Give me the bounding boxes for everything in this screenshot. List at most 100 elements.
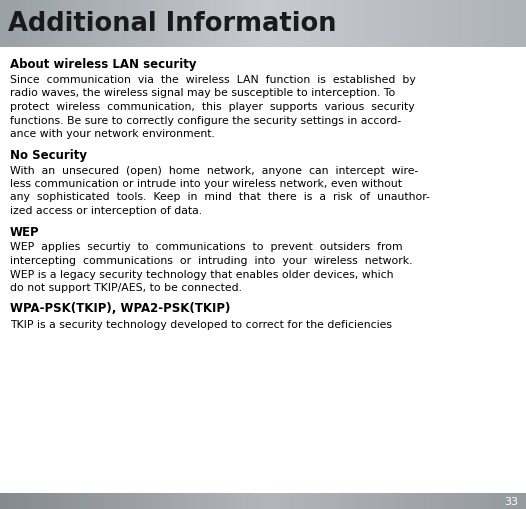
Bar [279,0,284,48]
Bar [63,493,68,509]
Bar [442,493,447,509]
Bar [100,493,105,509]
Bar [263,0,268,48]
Text: 33: 33 [504,496,518,506]
Bar [510,493,515,509]
Bar [32,493,37,509]
Bar [473,0,479,48]
Bar [5,493,11,509]
Bar [142,493,147,509]
Bar [452,493,458,509]
Bar [16,0,21,48]
Bar [274,0,279,48]
Bar [37,0,42,48]
Bar [363,493,368,509]
Bar [68,493,74,509]
Bar [437,0,442,48]
Bar [163,493,168,509]
Text: radio waves, the wireless signal may be susceptible to interception. To: radio waves, the wireless signal may be … [10,89,395,98]
Bar [210,493,216,509]
Bar [263,493,268,509]
Text: any  sophisticated  tools.  Keep  in  mind  that  there  is  a  risk  of  unauth: any sophisticated tools. Keep in mind th… [10,192,430,202]
Bar [137,493,142,509]
Bar [137,0,142,48]
Bar [410,0,416,48]
Text: less communication or intrude into your wireless network, even without: less communication or intrude into your … [10,179,402,189]
Bar [11,493,16,509]
Text: Additional Information: Additional Information [8,11,337,37]
Bar [410,493,416,509]
Bar [431,493,437,509]
Bar [21,0,26,48]
Bar [216,0,221,48]
Bar [126,493,132,509]
Bar [505,493,510,509]
Bar [0,0,5,48]
Bar [42,0,47,48]
Bar [384,493,389,509]
Text: With  an  unsecured  (open)  home  network,  anyone  can  intercept  wire-: With an unsecured (open) home network, a… [10,165,418,175]
Bar [158,0,163,48]
Bar [84,0,89,48]
Bar [316,0,321,48]
Bar [521,493,526,509]
Bar [347,0,352,48]
Bar [121,0,126,48]
Bar [74,0,79,48]
Bar [458,493,463,509]
Bar [153,0,158,48]
Bar [16,493,21,509]
Bar [358,493,363,509]
Bar [442,0,447,48]
Bar [142,0,147,48]
Bar [231,0,237,48]
Bar [426,493,431,509]
Bar [110,493,116,509]
Bar [174,493,179,509]
Bar [258,0,263,48]
Bar [5,0,11,48]
Bar [226,0,231,48]
Bar [200,0,205,48]
Bar [463,0,468,48]
Bar [458,0,463,48]
Bar [147,493,153,509]
Bar [494,493,500,509]
Bar [284,493,289,509]
Bar [26,0,32,48]
Bar [58,493,63,509]
Bar [515,493,521,509]
Bar [473,493,479,509]
Bar [216,493,221,509]
Bar [32,0,37,48]
Bar [326,0,331,48]
Bar [289,493,295,509]
Bar [247,0,252,48]
Bar [252,0,258,48]
Bar [89,493,95,509]
Bar [479,493,484,509]
Bar [394,0,400,48]
Bar [405,493,410,509]
Bar [153,493,158,509]
Bar [21,493,26,509]
Bar [116,493,121,509]
Bar [379,493,384,509]
Bar [452,0,458,48]
Bar [226,493,231,509]
Text: WEP: WEP [10,225,39,238]
Text: TKIP is a security technology developed to correct for the deficiencies: TKIP is a security technology developed … [10,319,392,329]
Bar [242,493,247,509]
Bar [337,493,342,509]
Bar [468,0,473,48]
Text: ance with your network environment.: ance with your network environment. [10,129,215,139]
Bar [200,493,205,509]
Bar [105,0,110,48]
Text: WEP  applies  securtiy  to  communications  to  prevent  outsiders  from: WEP applies securtiy to communications t… [10,242,402,252]
Bar [389,0,394,48]
Bar [310,493,316,509]
Bar [84,493,89,509]
Bar [300,0,305,48]
Bar [53,493,58,509]
Bar [431,0,437,48]
